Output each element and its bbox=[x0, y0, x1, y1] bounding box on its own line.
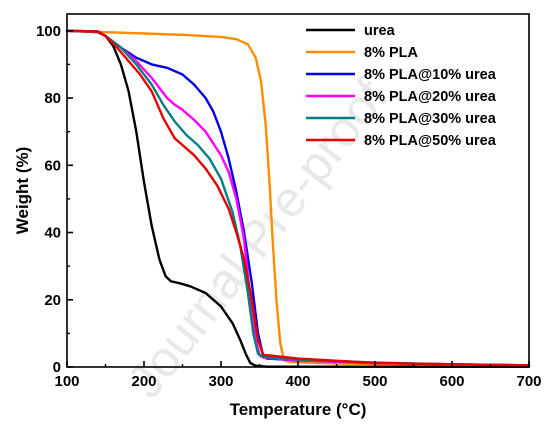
legend-label-3: 8% PLA@20% urea bbox=[364, 89, 497, 105]
x-tick-label: 700 bbox=[516, 373, 541, 390]
y-tick-label: 40 bbox=[44, 225, 61, 242]
legend-label-2: 8% PLA@10% urea bbox=[364, 67, 497, 83]
x-tick-label: 400 bbox=[285, 373, 310, 390]
watermark-text: Journal Pre-proof bbox=[116, 69, 398, 408]
series-line-5 bbox=[65, 29, 531, 367]
x-tick-label: 100 bbox=[54, 373, 79, 390]
x-tick-label: 500 bbox=[362, 373, 387, 390]
legend-label-0: urea bbox=[364, 23, 396, 39]
x-tick-label: 300 bbox=[208, 373, 233, 390]
y-tick-label: 80 bbox=[44, 90, 61, 107]
x-tick-label: 200 bbox=[131, 373, 156, 390]
y-tick-label: 20 bbox=[44, 292, 61, 309]
y-tick-label: 60 bbox=[44, 157, 61, 174]
y-axis-title: Weight (%) bbox=[13, 147, 32, 235]
x-tick-label: 600 bbox=[439, 373, 464, 390]
legend-label-4: 8% PLA@30% urea bbox=[364, 111, 497, 127]
x-axis-title: Temperature (°C) bbox=[230, 400, 367, 419]
legend-label-1: 8% PLA bbox=[364, 45, 419, 61]
y-tick-label: 0 bbox=[53, 359, 61, 376]
series-line-0 bbox=[65, 29, 531, 368]
y-tick-label: 100 bbox=[36, 23, 61, 40]
series-line-4 bbox=[65, 29, 531, 367]
legend-label-5: 8% PLA@50% urea bbox=[364, 133, 497, 149]
